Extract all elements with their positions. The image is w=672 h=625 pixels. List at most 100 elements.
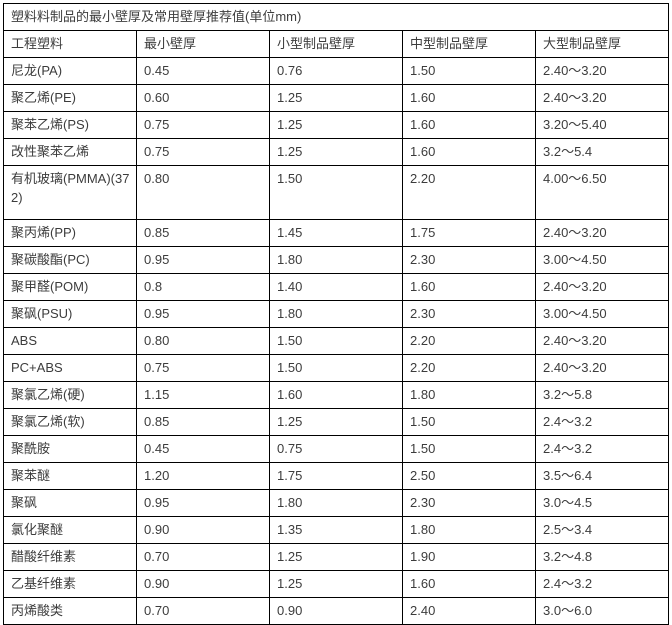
cell-large-part-thickness: 2.4～3.2 xyxy=(535,435,669,463)
cell-min-thickness: 0.70 xyxy=(136,543,270,571)
cell-medium-part-thickness: 2.20 xyxy=(402,165,536,220)
cell-min-thickness: 0.85 xyxy=(136,219,270,247)
table-row: 丙烯酸类 0.70 0.90 2.40 3.0～6.0 xyxy=(3,597,669,625)
cell-small-part-thickness: 1.80 xyxy=(269,246,403,274)
cell-small-part-thickness: 1.25 xyxy=(269,408,403,436)
cell-material: 有机玻璃(PMMA)(372) xyxy=(3,165,137,220)
cell-min-thickness: 0.90 xyxy=(136,570,270,598)
cell-material: 尼龙(PA) xyxy=(3,57,137,85)
cell-small-part-thickness: 1.60 xyxy=(269,381,403,409)
cell-medium-part-thickness: 2.30 xyxy=(402,300,536,328)
cell-medium-part-thickness: 1.60 xyxy=(402,570,536,598)
cell-material: 聚甲醛(POM) xyxy=(3,273,137,301)
column-header-large-part-thickness: 大型制品壁厚 xyxy=(535,30,669,58)
cell-min-thickness: 0.70 xyxy=(136,597,270,625)
cell-large-part-thickness: 3.20～5.40 xyxy=(535,111,669,139)
cell-large-part-thickness: 3.00～4.50 xyxy=(535,246,669,274)
cell-min-thickness: 0.95 xyxy=(136,300,270,328)
cell-medium-part-thickness: 1.50 xyxy=(402,435,536,463)
cell-medium-part-thickness: 2.30 xyxy=(402,489,536,517)
table-row: 聚酰胺 0.45 0.75 1.50 2.4～3.2 xyxy=(3,435,669,463)
cell-material: 丙烯酸类 xyxy=(3,597,137,625)
cell-material: 改性聚苯乙烯 xyxy=(3,138,137,166)
cell-large-part-thickness: 2.5～3.4 xyxy=(535,516,669,544)
cell-medium-part-thickness: 2.40 xyxy=(402,597,536,625)
cell-medium-part-thickness: 1.60 xyxy=(402,84,536,112)
table-row: 醋酸纤维素 0.70 1.25 1.90 3.2～4.8 xyxy=(3,543,669,571)
cell-small-part-thickness: 1.80 xyxy=(269,489,403,517)
cell-material: 聚酰胺 xyxy=(3,435,137,463)
cell-small-part-thickness: 1.40 xyxy=(269,273,403,301)
cell-min-thickness: 0.80 xyxy=(136,327,270,355)
table-row: 聚甲醛(POM) 0.8 1.40 1.60 2.40～3.20 xyxy=(3,273,669,301)
cell-large-part-thickness: 3.2～5.8 xyxy=(535,381,669,409)
cell-material: 乙基纤维素 xyxy=(3,570,137,598)
cell-material: 聚丙烯(PP) xyxy=(3,219,137,247)
cell-large-part-thickness: 2.40～3.20 xyxy=(535,354,669,382)
cell-min-thickness: 1.20 xyxy=(136,462,270,490)
cell-material: 聚苯乙烯(PS) xyxy=(3,111,137,139)
cell-material: 聚碳酸酯(PC) xyxy=(3,246,137,274)
cell-medium-part-thickness: 1.80 xyxy=(402,516,536,544)
table-row: 聚丙烯(PP) 0.85 1.45 1.75 2.40～3.20 xyxy=(3,219,669,247)
table-title-row: 塑料料制品的最小壁厚及常用壁厚推荐值(单位mm) xyxy=(3,3,669,31)
table-row: ABS 0.80 1.50 2.20 2.40～3.20 xyxy=(3,327,669,355)
cell-medium-part-thickness: 2.20 xyxy=(402,354,536,382)
cell-material: 聚砜 xyxy=(3,489,137,517)
cell-small-part-thickness: 1.80 xyxy=(269,300,403,328)
table-row: 聚氯乙烯(软) 0.85 1.25 1.50 2.4～3.2 xyxy=(3,408,669,436)
cell-large-part-thickness: 2.4～3.2 xyxy=(535,408,669,436)
cell-material: ABS xyxy=(3,327,137,355)
cell-material: 聚乙烯(PE) xyxy=(3,84,137,112)
cell-min-thickness: 0.60 xyxy=(136,84,270,112)
table-row: 聚乙烯(PE) 0.60 1.25 1.60 2.40～3.20 xyxy=(3,84,669,112)
cell-small-part-thickness: 1.50 xyxy=(269,165,403,220)
cell-min-thickness: 1.15 xyxy=(136,381,270,409)
table-row: 尼龙(PA) 0.45 0.76 1.50 2.40～3.20 xyxy=(3,57,669,85)
table-row: 有机玻璃(PMMA)(372) 0.80 1.50 2.20 4.00～6.50 xyxy=(3,165,669,220)
cell-min-thickness: 0.8 xyxy=(136,273,270,301)
column-header-material: 工程塑料 xyxy=(3,30,137,58)
table-row: 乙基纤维素 0.90 1.25 1.60 2.4～3.2 xyxy=(3,570,669,598)
cell-small-part-thickness: 0.76 xyxy=(269,57,403,85)
cell-large-part-thickness: 2.40～3.20 xyxy=(535,273,669,301)
cell-min-thickness: 0.90 xyxy=(136,516,270,544)
plastic-wall-thickness-table-container: 塑料料制品的最小壁厚及常用壁厚推荐值(单位mm) 工程塑料 最小壁厚 小型制品壁… xyxy=(3,3,669,625)
cell-min-thickness: 0.75 xyxy=(136,138,270,166)
cell-min-thickness: 0.75 xyxy=(136,354,270,382)
cell-large-part-thickness: 3.2～4.8 xyxy=(535,543,669,571)
table-row: 聚氯乙烯(硬) 1.15 1.60 1.80 3.2～5.8 xyxy=(3,381,669,409)
cell-large-part-thickness: 3.2～5.4 xyxy=(535,138,669,166)
cell-small-part-thickness: 1.35 xyxy=(269,516,403,544)
cell-large-part-thickness: 2.40～3.20 xyxy=(535,327,669,355)
cell-large-part-thickness: 3.0～4.5 xyxy=(535,489,669,517)
cell-small-part-thickness: 1.50 xyxy=(269,354,403,382)
cell-min-thickness: 0.95 xyxy=(136,246,270,274)
cell-medium-part-thickness: 1.75 xyxy=(402,219,536,247)
cell-small-part-thickness: 1.45 xyxy=(269,219,403,247)
cell-min-thickness: 0.95 xyxy=(136,489,270,517)
cell-small-part-thickness: 1.25 xyxy=(269,543,403,571)
table-row: 氯化聚醚 0.90 1.35 1.80 2.5～3.4 xyxy=(3,516,669,544)
cell-large-part-thickness: 3.00～4.50 xyxy=(535,300,669,328)
cell-min-thickness: 0.75 xyxy=(136,111,270,139)
cell-large-part-thickness: 2.40～3.20 xyxy=(535,219,669,247)
cell-min-thickness: 0.85 xyxy=(136,408,270,436)
cell-large-part-thickness: 2.40～3.20 xyxy=(535,84,669,112)
cell-large-part-thickness: 3.0～6.0 xyxy=(535,597,669,625)
cell-medium-part-thickness: 1.80 xyxy=(402,381,536,409)
table-title: 塑料料制品的最小壁厚及常用壁厚推荐值(单位mm) xyxy=(3,3,669,31)
table-row: 聚碳酸酯(PC) 0.95 1.80 2.30 3.00～4.50 xyxy=(3,246,669,274)
cell-small-part-thickness: 1.75 xyxy=(269,462,403,490)
cell-material: 聚苯醚 xyxy=(3,462,137,490)
cell-large-part-thickness: 2.4～3.2 xyxy=(535,570,669,598)
cell-small-part-thickness: 1.25 xyxy=(269,111,403,139)
cell-medium-part-thickness: 2.20 xyxy=(402,327,536,355)
column-header-small-part-thickness: 小型制品壁厚 xyxy=(269,30,403,58)
table-row: 聚砜 0.95 1.80 2.30 3.0～4.5 xyxy=(3,489,669,517)
cell-large-part-thickness: 3.5～6.4 xyxy=(535,462,669,490)
cell-material: 聚氯乙烯(软) xyxy=(3,408,137,436)
table-row: 聚苯醚 1.20 1.75 2.50 3.5～6.4 xyxy=(3,462,669,490)
cell-small-part-thickness: 1.25 xyxy=(269,84,403,112)
column-header-medium-part-thickness: 中型制品壁厚 xyxy=(402,30,536,58)
